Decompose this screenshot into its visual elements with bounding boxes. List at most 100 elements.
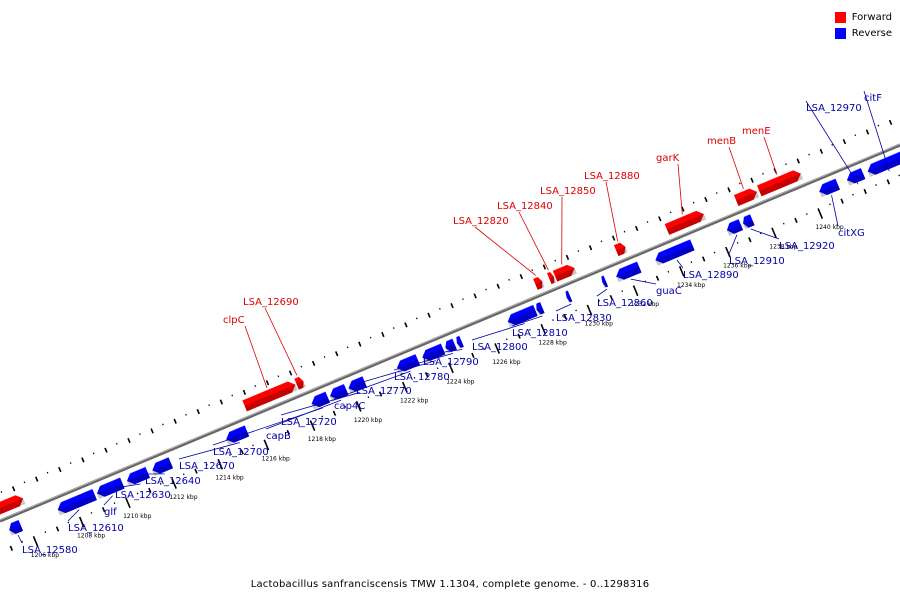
reverse-track-dot: [540, 323, 544, 330]
gene-shade: [566, 295, 573, 303]
gene-label-LSA_12610: LSA_12610: [68, 523, 124, 534]
label-leader: [605, 181, 619, 242]
gene-label-LSA_12790: LSA_12790: [423, 357, 479, 368]
reverse-track-dot: [413, 376, 416, 379]
reverse-track-dot: [701, 256, 706, 262]
reverse-track-dot: [401, 381, 406, 387]
gene-label-glf: glf: [104, 507, 117, 518]
gene-label-menE: menE: [742, 126, 771, 137]
reverse-track-dot: [286, 429, 290, 436]
forward-track-dot: [888, 119, 893, 126]
forward-track-dot: [646, 221, 649, 223]
label-leader: [422, 349, 463, 356]
label-leader: [280, 392, 360, 416]
gene-highlight: [816, 178, 836, 187]
gene-label-cap4C: cap4C: [334, 401, 365, 412]
reverse-track-dot: [194, 468, 198, 474]
gene-label-LSA_12800: LSA_12800: [472, 342, 528, 353]
gene-highlight: [756, 167, 799, 186]
gene-shade: [759, 173, 804, 197]
forward-track-dot: [288, 370, 293, 376]
reverse-track-dot: [321, 415, 324, 418]
gene-label-LSA_12890: LSA_12890: [683, 270, 739, 281]
label-leader: [763, 136, 778, 175]
forward-track-dot: [58, 466, 62, 473]
gene-body: [664, 210, 704, 235]
gene-label-LSA_12770: LSA_12770: [356, 386, 412, 397]
label-leader: [555, 303, 572, 312]
reverse-track-dot: [113, 502, 116, 505]
reverse-track-dot: [471, 352, 475, 359]
gene-shade: [57, 494, 97, 516]
scale-tick-mark: [403, 386, 408, 393]
reverse-track-dot: [840, 198, 844, 204]
forward-track-dot: [542, 264, 547, 270]
forward-track-dot: [69, 462, 72, 464]
label-leader: [244, 325, 268, 388]
reverse-track-dot: [171, 478, 175, 484]
reverse-track-dot: [55, 526, 60, 532]
label-leader: [265, 399, 342, 430]
reverse-track-dot: [586, 304, 590, 310]
reverse-track-dot: [240, 449, 244, 455]
forward-track-dot: [796, 158, 800, 164]
forward-track-dot: [727, 187, 731, 193]
gene-highlight: [294, 375, 302, 379]
label-leader: [178, 442, 240, 460]
forward-track-dot: [358, 341, 362, 347]
forward-track-dot: [323, 356, 326, 358]
gene-label-LSA_12830: LSA_12830: [556, 313, 612, 324]
label-leader: [264, 307, 298, 376]
forward-track-dot: [808, 153, 810, 156]
gene-LSA_12700: [309, 391, 331, 410]
gene-LSA_12880: [613, 240, 628, 257]
gene-shade: [819, 184, 841, 198]
forward-track-dot: [35, 476, 39, 482]
gene-LSA_12890: [652, 238, 695, 266]
gene-label-citF: citF: [864, 93, 882, 104]
forward-track-dot: [427, 312, 431, 318]
reverse-track-dot: [575, 309, 577, 312]
scale-tick-mark: [680, 270, 685, 277]
forward-track-dot: [681, 206, 685, 212]
forward-track-dot: [588, 245, 593, 251]
gene-highlight: [94, 476, 121, 489]
gene-highlight: [505, 304, 534, 317]
gene-shade: [846, 173, 866, 186]
gene-highlight: [442, 338, 453, 343]
gene-highlight: [0, 492, 21, 505]
forward-track-dot: [762, 172, 764, 175]
gene-highlight: [242, 378, 294, 401]
gene-highlight: [309, 391, 326, 399]
gene-highlight: [865, 150, 900, 167]
gene-menE: [756, 167, 804, 197]
reverse-track-dot: [494, 343, 498, 349]
gene-highlight: [149, 456, 169, 466]
label-leader: [630, 278, 657, 285]
gene-label-LSA_12880: LSA_12880: [584, 171, 640, 182]
gene-citXG: [816, 178, 841, 198]
label-leader: [17, 534, 23, 544]
reverse-track-dot: [655, 275, 660, 281]
forward-track-dot: [831, 143, 834, 146]
gene-body: [565, 290, 573, 303]
gene-guaC: [613, 261, 642, 283]
scale-tick-mark: [726, 251, 731, 258]
reverse-track-dot: [529, 328, 531, 331]
reverse-track-dot: [875, 184, 877, 186]
gene-body: [867, 150, 900, 175]
label-leader: [103, 495, 114, 506]
gene-body: [743, 214, 755, 228]
gene-label-LSA_12850: LSA_12850: [540, 186, 596, 197]
reverse-track-dot: [355, 400, 360, 407]
gene-highlight: [613, 240, 624, 246]
gene-label-LSA_12640: LSA_12640: [145, 476, 201, 487]
scale-tick-label: 1210 kbp: [123, 513, 151, 520]
forward-track-dot: [739, 182, 741, 185]
scale-tick-mark: [265, 444, 270, 451]
reverse-track-dot: [44, 531, 47, 534]
gene-label-LSA_12690: LSA_12690: [243, 297, 299, 308]
gene-body: [601, 275, 609, 288]
reverse-track-dot: [482, 348, 485, 350]
label-leader: [596, 288, 608, 297]
